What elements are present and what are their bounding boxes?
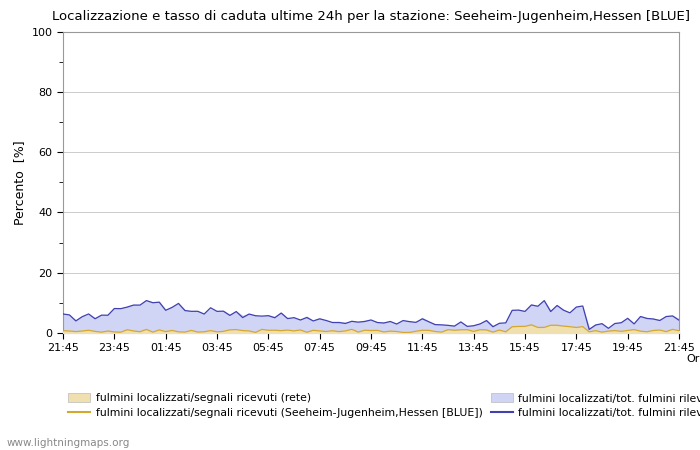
Text: www.lightningmaps.org: www.lightningmaps.org [7, 438, 130, 448]
Legend: fulmini localizzati/segnali ricevuti (rete), fulmini localizzati/segnali ricevut: fulmini localizzati/segnali ricevuti (re… [69, 393, 700, 418]
Text: Orario: Orario [686, 354, 700, 364]
Y-axis label: Percento  [%]: Percento [%] [13, 140, 26, 225]
Title: Localizzazione e tasso di caduta ultime 24h per la stazione: Seeheim-Jugenheim,H: Localizzazione e tasso di caduta ultime … [52, 10, 690, 23]
